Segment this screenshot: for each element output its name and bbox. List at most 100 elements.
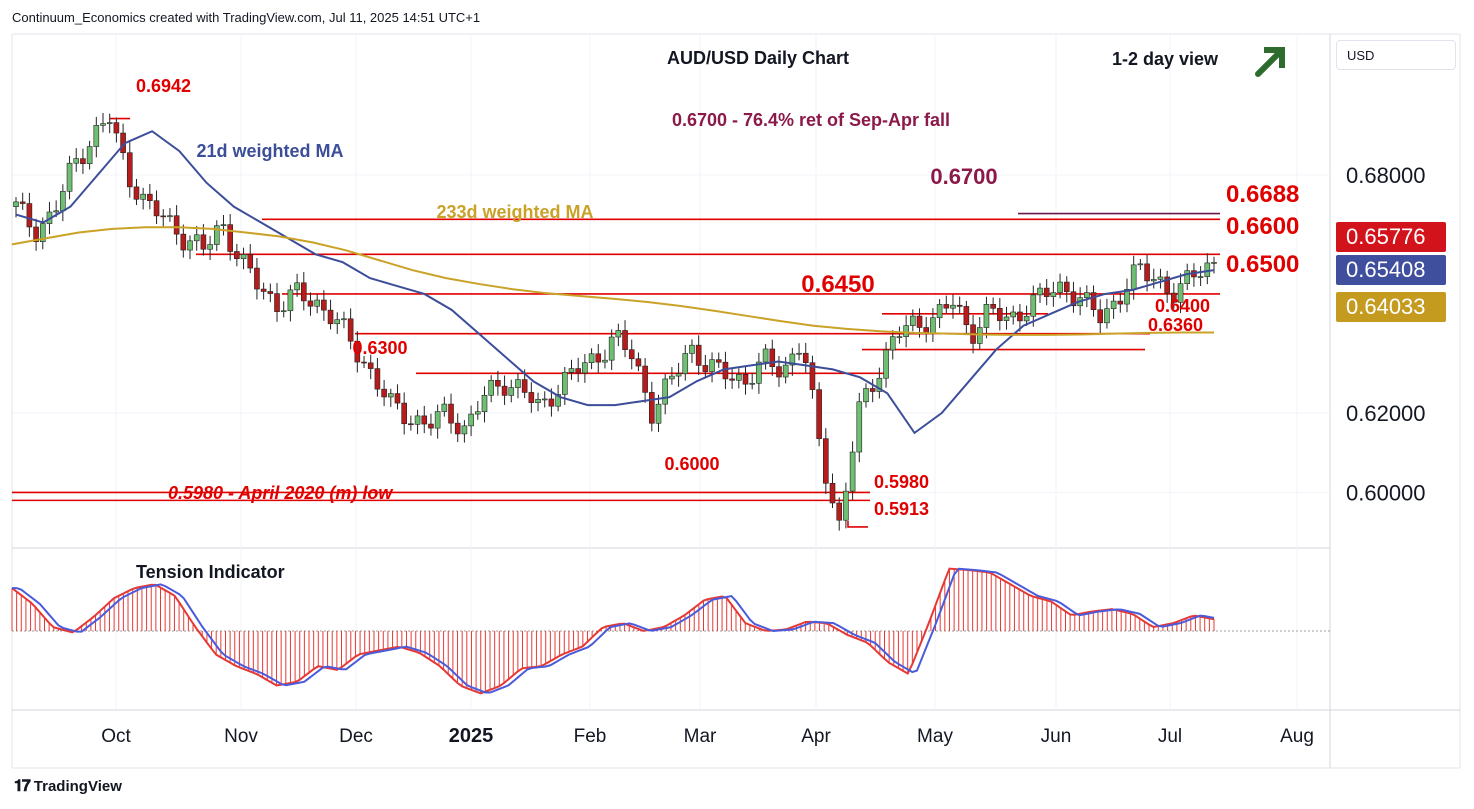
candle-body [642, 365, 648, 393]
tension-main-line [12, 567, 1215, 694]
candle-body [1097, 309, 1104, 324]
candle-body [662, 378, 668, 405]
candle-body [983, 304, 990, 328]
label-5980: 0.5980 [874, 472, 929, 492]
candle-body [1204, 262, 1211, 277]
candle-body [247, 254, 254, 269]
y-tick-label: 0.68000 [1346, 163, 1426, 188]
candle-body [26, 203, 33, 228]
candle-body [936, 304, 943, 319]
candle-body [307, 300, 314, 307]
wma233-label: 233d weighted MA [436, 202, 593, 222]
candle-body [802, 352, 809, 364]
candle-body [1043, 287, 1050, 297]
candle-body [354, 340, 361, 363]
tradingview-logo[interactable]: 𝟏𝟕 TradingView [14, 778, 122, 796]
candle-body [950, 304, 956, 309]
candle-body [595, 353, 602, 363]
label-6000: 0.6000 [664, 454, 719, 474]
candle-body [501, 385, 508, 396]
candle-body [53, 210, 59, 213]
candle-body [1184, 270, 1191, 285]
candle-body [1211, 262, 1217, 264]
candle-body [153, 200, 160, 217]
candle-body [756, 361, 762, 384]
label-high: 0.6942 [136, 76, 191, 96]
candle-body [615, 330, 622, 338]
fib-note: 0.6700 - 76.4% ret of Sep-Apr fall [672, 110, 950, 130]
candle-body [280, 310, 287, 313]
candle-body [274, 293, 280, 312]
candle-body [421, 415, 428, 425]
y-tick-label: 0.62000 [1346, 401, 1426, 426]
candle-body [488, 380, 494, 396]
candle-body [669, 375, 675, 380]
candle-body [782, 364, 789, 378]
candle-body [809, 362, 816, 390]
x-tick-label: Nov [224, 726, 258, 747]
candle-body [602, 359, 608, 363]
x-tick-label: Feb [574, 726, 607, 747]
candle-body [849, 451, 856, 492]
candle-body [401, 402, 407, 425]
candle-body [1050, 292, 1057, 297]
candle-body [521, 379, 528, 393]
candle-body [33, 226, 39, 243]
candle-body [294, 282, 300, 291]
candle-body [889, 336, 896, 351]
candle-body [234, 251, 240, 260]
candle-body [1117, 300, 1124, 305]
candle-body [823, 438, 829, 484]
candle-body [903, 325, 909, 337]
candle-body [334, 319, 341, 325]
candle-body [381, 388, 387, 398]
x-tick-label: Jun [1041, 726, 1072, 747]
candle-body [341, 318, 347, 321]
candle-body [227, 224, 233, 252]
candle-body [1157, 276, 1164, 280]
candle-body [60, 190, 66, 212]
candle-body [930, 317, 936, 335]
x-tick-label: Oct [101, 726, 131, 747]
candle-body [126, 152, 133, 188]
view-label: 1-2 day view [1112, 49, 1219, 69]
candle-body [367, 362, 374, 369]
candle-body [883, 349, 889, 379]
currency-selector[interactable]: USD [1336, 40, 1456, 70]
candle-body [200, 234, 207, 250]
candle-body [769, 348, 776, 367]
tradingview-mark-icon: 𝟏𝟕 [14, 778, 31, 795]
candle-body [535, 399, 541, 403]
candle-body [73, 158, 80, 164]
candle-body [1090, 292, 1097, 311]
candle-body [1017, 311, 1023, 322]
candle-body [140, 193, 146, 200]
candle-body [655, 403, 662, 424]
candle-body [461, 425, 468, 435]
candle-body [863, 388, 869, 403]
candle-body [515, 379, 521, 388]
x-tick-label: Mar [684, 726, 717, 747]
candle-body [93, 125, 100, 147]
candle-body [776, 366, 782, 378]
candle-body [816, 389, 822, 439]
candle-body [80, 158, 86, 165]
last-price-tag: 0.65776 [1336, 222, 1446, 252]
candle-body [213, 225, 220, 245]
candle-body [220, 224, 227, 226]
candle-body [361, 361, 367, 364]
candle-body [1164, 276, 1170, 294]
candle-body [896, 336, 903, 338]
label-5980-note: 0.5980 - April 2020 (m) low [168, 483, 393, 503]
label-6400: 0.6400 [1155, 296, 1210, 316]
label-6700: 0.6700 [930, 164, 997, 189]
x-tick-label: Aug [1280, 726, 1314, 747]
candle-body [19, 201, 26, 204]
candle-body [267, 291, 274, 294]
candle-body [695, 344, 702, 366]
candle-body [628, 349, 635, 360]
candle-body [187, 240, 193, 251]
tension-title: Tension Indicator [136, 562, 285, 582]
x-tick-label: May [917, 726, 953, 747]
